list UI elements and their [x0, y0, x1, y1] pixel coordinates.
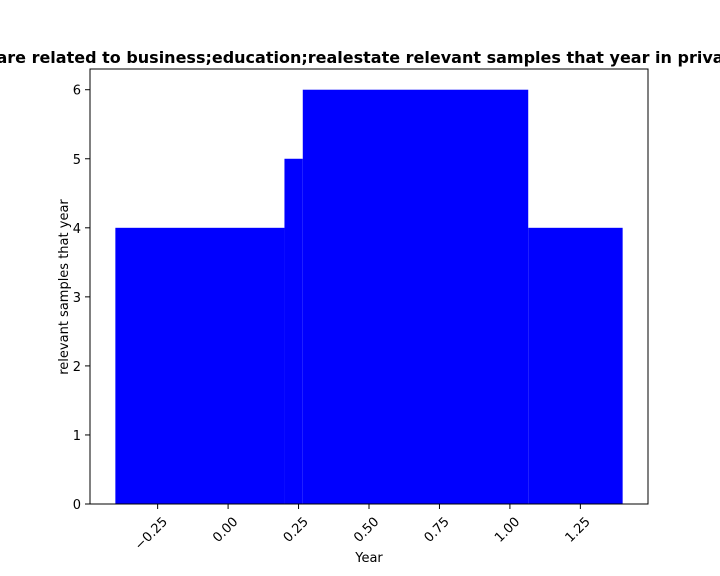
y-tick-label: 5 [73, 153, 81, 168]
bar-2 [302, 89, 529, 504]
y-tick-label: 0 [73, 498, 81, 513]
bar-0 [115, 227, 285, 505]
bar-1 [284, 158, 303, 504]
x-tick-label: 0.00 [210, 515, 241, 546]
bar-3 [528, 227, 623, 505]
chart-title: are related to business;education;reales… [0, 48, 720, 67]
x-tick-label: 0.25 [281, 515, 312, 546]
x-tick-label: 0.75 [422, 515, 453, 546]
y-tick-label: 2 [73, 360, 81, 375]
bars-group [115, 89, 623, 505]
y-tick-label: 3 [73, 291, 81, 306]
y-tick-label: 4 [73, 222, 81, 237]
y-axis-ticks: 0 1 2 3 4 5 6 [73, 84, 90, 513]
x-axis-label: Year [354, 551, 383, 566]
x-tick-label: 1.25 [563, 515, 594, 546]
x-axis-ticks: −0.25 0.00 0.25 0.50 0.75 1.00 1.25 [132, 504, 594, 553]
y-tick-label: 1 [73, 429, 81, 444]
y-tick-label: 6 [73, 84, 81, 99]
y-axis-label: relevant samples that year [57, 199, 72, 375]
x-tick-label: 0.50 [351, 515, 382, 546]
x-tick-label: 1.00 [492, 515, 523, 546]
x-tick-label: −0.25 [132, 515, 171, 554]
